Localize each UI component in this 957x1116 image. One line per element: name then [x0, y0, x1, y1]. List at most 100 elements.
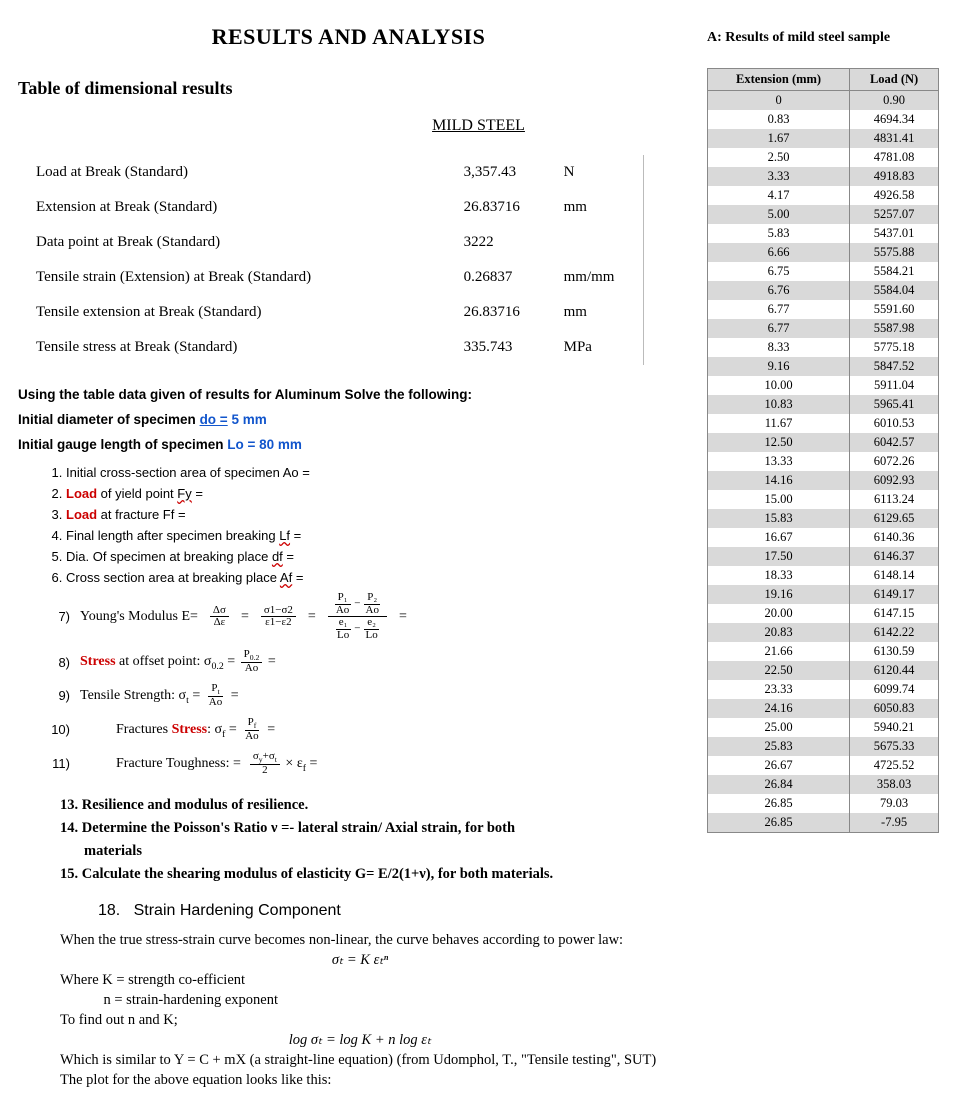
q6-a: Cross section area at breaking place [66, 570, 280, 585]
cell-ext: 21.66 [708, 642, 850, 661]
eq7-label: Young's Modulus E= [80, 609, 198, 625]
dim-unit: mm [564, 295, 644, 330]
item14a: 14. Determine the Poisson's Ratio ν =- l… [60, 817, 679, 840]
table-row: 6.755584.21 [708, 262, 939, 281]
cell-ext: 5.83 [708, 224, 850, 243]
q2: Load of yield point Fy = [66, 483, 679, 504]
cell-load: 6113.24 [850, 490, 939, 509]
strain-hardening-title: 18. Strain Hardening Component [98, 902, 679, 920]
equation-list: 7) Young's Modulus E= ΔσΔε = σ1−σ2ε1−ε2 … [42, 588, 679, 780]
q3-load: Load [66, 507, 97, 522]
cell-ext: 5.00 [708, 205, 850, 224]
gauge-pre: Initial gauge length of specimen [18, 437, 227, 452]
section-13-15: 13. Resilience and modulus of resilience… [60, 794, 679, 886]
cell-load: 4725.52 [850, 756, 939, 775]
cell-load: 4926.58 [850, 186, 939, 205]
cell-ext: 22.50 [708, 661, 850, 680]
sh-num: 18. [98, 902, 120, 919]
cell-ext: 10.83 [708, 395, 850, 414]
dim-value: 3,357.43 [464, 155, 564, 190]
table-row: 4.174926.58 [708, 186, 939, 205]
initial-gauge: Initial gauge length of specimen Lo = 80… [18, 437, 679, 452]
item15: 15. Calculate the shearing modulus of el… [60, 863, 679, 886]
table-row: 20.006147.15 [708, 604, 939, 623]
q1: Initial cross-section area of specimen A… [66, 462, 679, 483]
table-row: 14.166092.93 [708, 471, 939, 490]
table-row: 26.674725.52 [708, 756, 939, 775]
eq10: 10) Fractures Stress: σf = PfAo = [42, 713, 679, 747]
dim-row: Extension at Break (Standard)26.83716mm [36, 190, 644, 225]
dim-unit: mm/mm [564, 260, 644, 295]
eq10-pre: Fractures [116, 722, 172, 737]
dim-label: Tensile strain (Extension) at Break (Sta… [36, 260, 464, 295]
table-row: 26.84358.03 [708, 775, 939, 794]
cell-ext: 18.33 [708, 566, 850, 585]
dim-value: 26.83716 [464, 190, 564, 225]
strain-hardening-body: When the true stress-strain curve become… [60, 932, 660, 1089]
table-row: 16.676140.36 [708, 528, 939, 547]
dim-unit: N [564, 155, 644, 190]
cell-ext: 10.00 [708, 376, 850, 395]
cell-ext: 0.83 [708, 110, 850, 129]
cell-load: -7.95 [850, 813, 939, 833]
table-row: 15.006113.24 [708, 490, 939, 509]
cell-load: 5965.41 [850, 395, 939, 414]
cell-ext: 6.77 [708, 319, 850, 338]
table-row: 5.835437.01 [708, 224, 939, 243]
q3: Load at fracture Ff = [66, 504, 679, 525]
do-link[interactable]: do = [200, 412, 228, 427]
cell-ext: 26.85 [708, 794, 850, 813]
table-row: 1.674831.41 [708, 129, 939, 148]
cell-load: 6146.37 [850, 547, 939, 566]
cell-ext: 4.17 [708, 186, 850, 205]
q5-df: df [272, 549, 283, 564]
dim-unit [564, 225, 644, 260]
dim-label: Data point at Break (Standard) [36, 225, 464, 260]
table-row: 15.836129.65 [708, 509, 939, 528]
cell-ext: 0 [708, 91, 850, 111]
dim-value: 3222 [464, 225, 564, 260]
dim-value: 0.26837 [464, 260, 564, 295]
eq8-mid: at offset point: σ [116, 654, 212, 669]
table-row: 6.665575.88 [708, 243, 939, 262]
cell-ext: 19.16 [708, 585, 850, 604]
cell-load: 5911.04 [850, 376, 939, 395]
cell-ext: 26.67 [708, 756, 850, 775]
cell-load: 4918.83 [850, 167, 939, 186]
sh-p4: To find out n and K; [60, 1012, 660, 1029]
initial-diameter: Initial diameter of specimen do = 5 mm [18, 412, 679, 427]
table-row: 0.834694.34 [708, 110, 939, 129]
item14b: materials [60, 840, 679, 863]
cell-load: 5847.52 [850, 357, 939, 376]
table-row: 9.165847.52 [708, 357, 939, 376]
sh-p2: Where K = strength co-efficient [60, 972, 660, 989]
q6-b: = [292, 570, 303, 585]
eq10-stress: Stress [172, 722, 208, 737]
dim-value: 26.83716 [464, 295, 564, 330]
table-row: 21.666130.59 [708, 642, 939, 661]
table-row: 24.166050.83 [708, 699, 939, 718]
cell-load: 6142.22 [850, 623, 939, 642]
cell-load: 6149.17 [850, 585, 939, 604]
cell-load: 5675.33 [850, 737, 939, 756]
eq9: 9) Tensile Strength: σt = PtAo = [42, 679, 679, 713]
diam-pre: Initial diameter of specimen [18, 412, 200, 427]
cell-load: 5775.18 [850, 338, 939, 357]
cell-ext: 8.33 [708, 338, 850, 357]
q6: Cross section area at breaking place Af … [66, 567, 679, 588]
q4-lf: Lf [279, 528, 290, 543]
dim-label: Tensile extension at Break (Standard) [36, 295, 464, 330]
table-row: 00.90 [708, 91, 939, 111]
cell-ext: 15.00 [708, 490, 850, 509]
cell-ext: 1.67 [708, 129, 850, 148]
q4-b: = [290, 528, 301, 543]
cell-load: 5587.98 [850, 319, 939, 338]
eq7: 7) Young's Modulus E= ΔσΔε = σ1−σ2ε1−ε2 … [42, 588, 679, 645]
instruction-line: Using the table data given of results fo… [18, 387, 679, 402]
table-row: 17.506146.37 [708, 547, 939, 566]
table-row: 10.005911.04 [708, 376, 939, 395]
cell-ext: 6.66 [708, 243, 850, 262]
cell-ext: 16.67 [708, 528, 850, 547]
cell-ext: 2.50 [708, 148, 850, 167]
cell-load: 6010.53 [850, 414, 939, 433]
